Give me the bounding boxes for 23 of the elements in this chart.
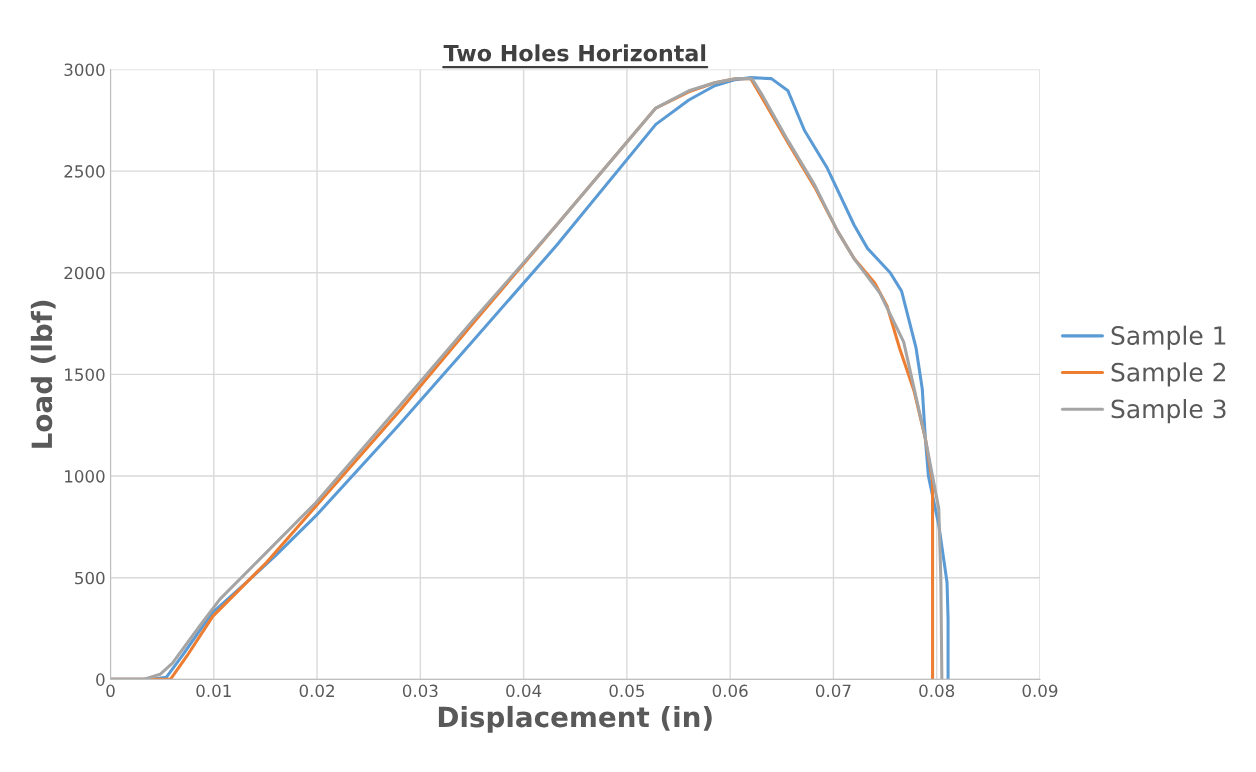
x-tick-label: 0.06 xyxy=(712,684,748,698)
y-tick-label: 500 xyxy=(75,571,105,585)
x-tick-label: 0 xyxy=(106,684,115,698)
y-tick-label: 0 xyxy=(96,673,105,686)
legend-label: Sample 2 xyxy=(1111,362,1226,387)
x-tick-label: 0.09 xyxy=(1022,684,1058,698)
x-tick-label: 0.05 xyxy=(609,684,644,698)
legend-label: Sample 1 xyxy=(1111,325,1226,350)
x-tick-label: 0.08 xyxy=(919,684,955,698)
y-tick-label: 3000 xyxy=(64,63,105,77)
x-tick-label: 0.01 xyxy=(196,684,231,698)
y-tick-label: 1000 xyxy=(65,470,105,483)
x-tick-label: 0.03 xyxy=(402,684,438,698)
y-tick-label: 1500 xyxy=(65,368,105,381)
y-tick-label: 2500 xyxy=(64,165,105,178)
x-tick-label: 0.04 xyxy=(506,684,542,698)
chart-title: Two Holes Horizontal xyxy=(443,44,706,62)
x-tick-label: 0.07 xyxy=(815,684,851,698)
x-axis-title: Displacement (in) xyxy=(438,705,712,733)
x-tick-label: 0.02 xyxy=(299,684,334,698)
y-axis-title: Load (lbf) xyxy=(30,300,56,448)
legend-label: Sample 3 xyxy=(1111,399,1226,424)
y-tick-label: 2000 xyxy=(64,266,105,280)
